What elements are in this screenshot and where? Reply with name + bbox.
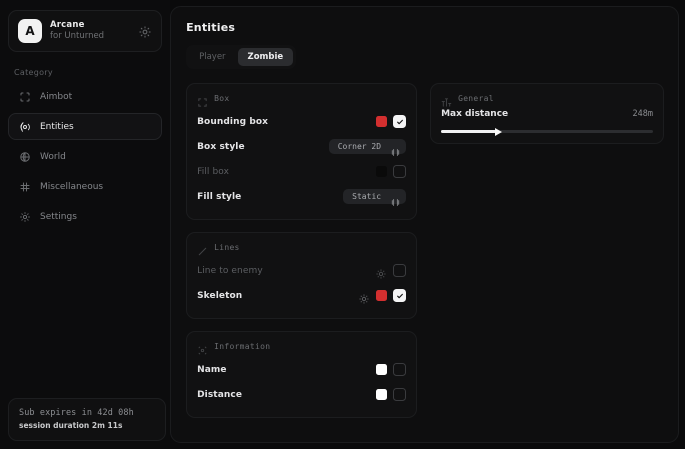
card-title: Lines [214,243,240,252]
color-swatch[interactable] [376,290,388,301]
card-header: General [441,93,653,107]
sidebar-item-miscellaneous[interactable]: Miscellaneous [8,173,162,200]
profile-text: Arcane for Unturned [50,19,130,42]
row-label: Fill style [197,191,242,202]
card-lines: Lines Line to enemy [186,232,418,319]
sidebar-nav: Aimbot Entities World [8,83,163,230]
sidebar-item-label: Miscellaneous [40,181,104,192]
tab-player[interactable]: Player [199,52,226,62]
row-label: Skeleton [197,290,243,301]
row-label: Line to enemy [197,265,263,276]
slider-label: Max distance [441,109,509,119]
card-title: Box [214,94,230,103]
select-box-style[interactable]: Corner 2D [328,139,407,156]
category-label: Category [14,68,53,77]
checkbox-line-to-enemy[interactable] [393,264,407,277]
select-fill-style[interactable]: Static [343,189,407,206]
card-header: Lines [197,242,406,256]
sidebar-item-label: Entities [40,121,74,132]
profile-card[interactable]: A Arcane for Unturned [8,10,163,52]
checkbox-distance[interactable] [393,388,407,401]
checkbox-fill-box[interactable] [393,165,407,178]
color-swatch[interactable] [376,389,388,400]
expand-icon [391,192,400,206]
card-box: Box Bounding box Box style Corner 2D [186,83,418,220]
row-name: Name [197,357,407,382]
card-information: Information Name Distance [186,331,418,418]
slider-fill [441,130,497,133]
globe-icon [19,151,31,163]
row-fill-style: Fill style Static [197,184,407,209]
sidebar-item-world[interactable]: World [8,143,162,170]
gear-icon [19,211,31,223]
row-bounding-box: Bounding box [197,109,407,134]
entities-icon [19,121,31,133]
row-box-style: Box style Corner 2D [197,134,407,159]
gear-icon[interactable] [138,24,152,38]
checkbox-name[interactable] [393,363,407,376]
right-column: General Max distance 248m [430,83,664,144]
sidebar-item-entities[interactable]: Entities [8,113,163,140]
card-title: Information [214,342,271,351]
subscription-expiry: Sub expires in 42d 08h [19,408,134,418]
max-distance-slider[interactable] [441,127,653,136]
bounding-box-icon [197,93,208,107]
color-swatch[interactable] [376,166,388,177]
slider-thumb[interactable] [495,127,503,136]
expand-icon [391,142,400,156]
row-label: Bounding box [197,116,269,127]
sidebar-item-label: World [40,151,66,162]
gear-icon[interactable] [358,290,370,303]
slider-value: 248m [632,109,653,119]
avatar: A [18,19,42,43]
sidebar: A Arcane for Unturned Category [0,0,171,449]
sidebar-item-label: Aimbot [40,91,73,102]
checkbox-bounding-box[interactable] [393,115,407,128]
checkbox-skeleton[interactable] [393,289,407,302]
grid-icon [19,181,31,193]
row-distance: Distance [197,382,407,407]
tab-zombie[interactable]: Zombie [237,48,294,66]
row-label: Box style [197,141,245,152]
gear-icon[interactable] [375,265,387,278]
session-duration: session duration 2m 11s [19,421,123,430]
row-label: Name [197,364,227,375]
row-label: Fill box [197,166,230,177]
color-swatch[interactable] [376,116,388,127]
diagonal-line-icon [197,242,208,256]
card-title: General [458,94,494,103]
row-skeleton: Skeleton [197,283,407,308]
card-general: General Max distance 248m [430,83,664,144]
select-value: Corner 2D [337,142,382,151]
status-card: Sub expires in 42d 08h session duration … [8,398,166,441]
sidebar-item-label: Settings [40,211,77,222]
info-target-icon [197,341,208,355]
row-fill-box: Fill box [197,159,407,184]
sidebar-item-aimbot[interactable]: Aimbot [8,83,162,110]
slider-header: Max distance 248m [441,109,653,119]
profile-subtitle: for Unturned [50,30,105,41]
tab-bar: Player Zombie [186,45,297,69]
main-panel: Entities Player Zombie Box [170,6,679,443]
left-column: Box Bounding box Box style Corner 2D [186,83,418,418]
settings-columns: Box Bounding box Box style Corner 2D [186,83,664,418]
sliders-icon [441,93,452,107]
row-label: Distance [197,389,243,400]
color-swatch[interactable] [376,364,388,375]
profile-name: Arcane [50,19,85,30]
page-title: Entities [186,21,236,34]
row-line-to-enemy: Line to enemy [197,258,407,283]
sidebar-item-settings[interactable]: Settings [8,203,162,230]
select-value: Static [352,192,382,201]
card-header: Box [197,93,406,107]
card-header: Information [197,341,406,355]
crosshair-icon [19,91,31,103]
